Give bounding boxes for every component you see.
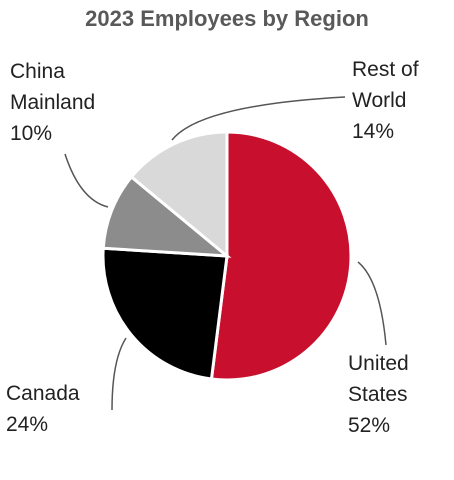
pie-slice <box>209 130 353 382</box>
value-label: 10% <box>10 122 53 145</box>
slice-label: Rest of World 14% <box>352 54 442 147</box>
category-label: United States <box>348 352 409 406</box>
slice-label: China Mainland 10% <box>10 56 110 149</box>
value-label: 24% <box>6 413 49 436</box>
slice-label: Canada 24% <box>6 378 116 440</box>
leader-line <box>357 261 387 346</box>
value-label: 14% <box>352 120 395 143</box>
pie-slice <box>129 130 229 260</box>
category-label: Rest of World <box>352 58 419 112</box>
value-label: 52% <box>348 414 391 437</box>
pie-slice <box>101 246 229 381</box>
slice-label: United States 52% <box>348 348 428 441</box>
leader-lines <box>64 96 387 411</box>
category-label: Canada <box>6 382 80 405</box>
leader-line <box>171 96 346 141</box>
pie-slice <box>101 174 232 258</box>
category-label: China Mainland <box>10 60 96 114</box>
leader-line <box>64 153 109 208</box>
leader-line <box>111 337 127 411</box>
chart-title: 2023 Employees by Region <box>85 6 369 31</box>
